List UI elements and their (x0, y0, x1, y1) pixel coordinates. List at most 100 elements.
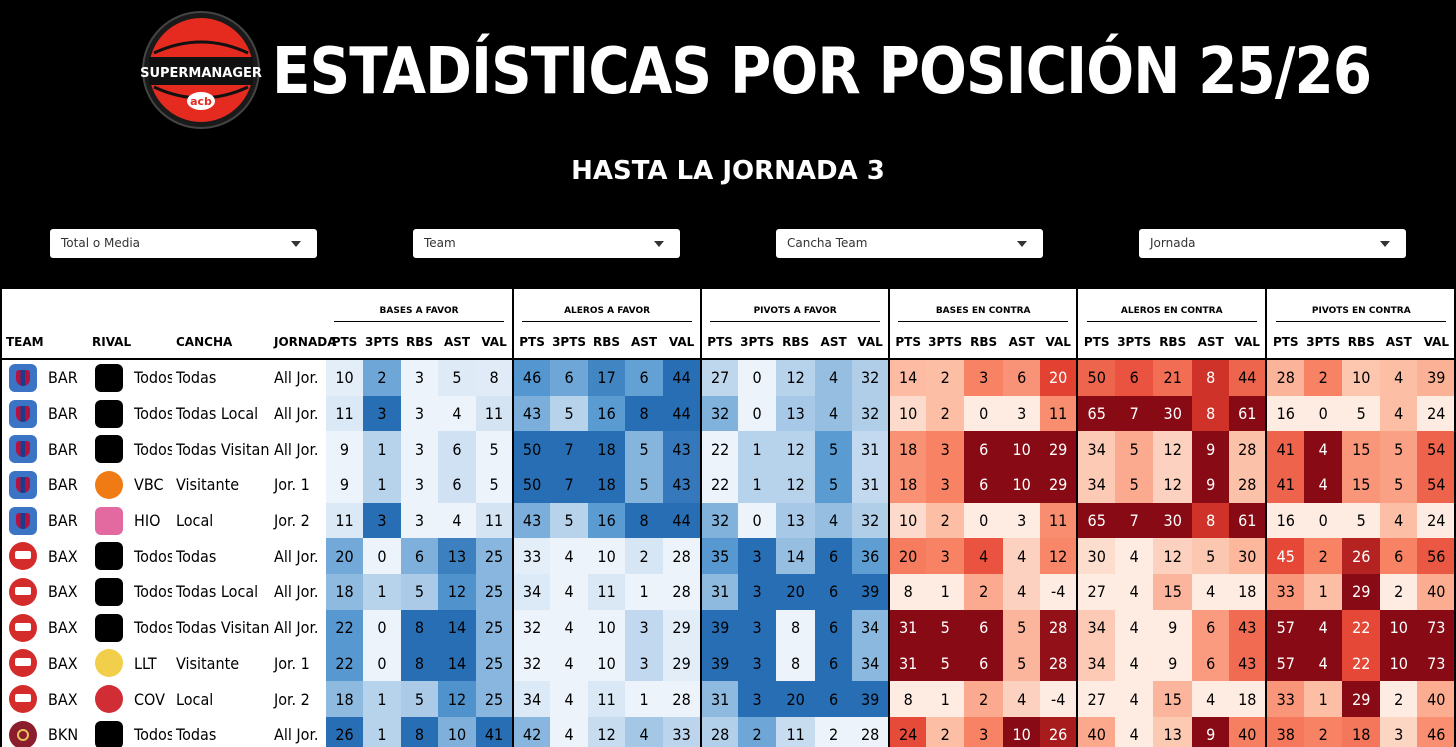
column-header-3pts[interactable]: 3PTS (738, 326, 777, 360)
stat-cell-rbs: 5 (1342, 395, 1381, 432)
stat-cell-3pts: 4 (1115, 574, 1154, 610)
column-header-3pts[interactable]: 3PTS (1304, 326, 1343, 360)
stat-cell-rbs: 0 (964, 502, 1004, 539)
column-header-pts[interactable]: PTS (1076, 326, 1116, 360)
column-header-cancha[interactable]: CANCHA (172, 326, 270, 360)
stat-cell-rbs: 11 (588, 681, 626, 717)
stat-cell-val: 5 (476, 467, 514, 503)
filter-jornada-dropdown[interactable]: Jornada (1139, 229, 1406, 258)
stat-cell-val: 28 (1040, 609, 1078, 646)
stat-cell-pts: 8 (888, 574, 927, 610)
stat-cell-ast: 8 (1192, 502, 1230, 539)
table-row[interactable]: BAR Todos Todas All Jor. 10 2 3 5 8 46 6 17 6 44 27 0 12… (2, 359, 1454, 396)
table-row[interactable]: BAX COV Local Jor. 2 18 1 5 12 25 34 4 11 1 28 31 3 20 6 3… (2, 681, 1454, 717)
rival-logo-cell (88, 396, 130, 432)
stat-cell-3pts: 2 (926, 395, 965, 432)
stat-cell-3pts: 3 (363, 395, 401, 432)
table-row[interactable]: BKN Todos Todas All Jor. 26 1 8 10 41 42 4 12 4 33 28 2… (2, 716, 1454, 747)
table-row[interactable]: BAX Todos Todas Local All Jor. 18 1 5 12 25 34 4 11… (2, 574, 1454, 610)
table-row[interactable]: BAX Todos Todas All Jor. 20 0 6 13 25 33 4 10 2 28 35 3… (2, 538, 1454, 575)
rival-logo-cell (88, 538, 130, 574)
column-header-ast[interactable]: AST (625, 326, 664, 360)
stat-cell-ast: 5 (1003, 645, 1041, 682)
stat-cell-rbs: 2 (964, 681, 1004, 717)
rival-code: Todos (134, 725, 172, 745)
column-header-val[interactable]: VAL (1417, 326, 1454, 360)
team-logo-bar-icon (9, 399, 37, 428)
table-row[interactable]: BAR Todos Todas Local All Jor. 11 3 3 4 11 43 5 16 8… (2, 395, 1454, 432)
column-header-rbs[interactable]: RBS (401, 326, 438, 360)
stat-cell-3pts: 6 (550, 359, 589, 396)
column-header-ast[interactable]: AST (1192, 326, 1230, 360)
column-header-3pts[interactable]: 3PTS (1115, 326, 1154, 360)
stat-cell-val: 40 (1229, 716, 1267, 747)
stat-cell-3pts: 4 (1115, 609, 1154, 646)
stat-cell-ast: 3 (1003, 502, 1041, 539)
column-header-pts[interactable]: PTS (700, 326, 739, 360)
stat-cell-3pts: 4 (550, 645, 589, 682)
column-header-team[interactable]: TEAM (2, 326, 88, 360)
stat-cell-pts: 34 (1076, 609, 1116, 646)
column-header-ast[interactable]: AST (815, 326, 853, 360)
column-header-val[interactable]: VAL (1229, 326, 1267, 360)
column-header-val[interactable]: VAL (476, 326, 514, 360)
column-header-3pts[interactable]: 3PTS (363, 326, 401, 360)
table-row[interactable]: BAX LLT Visitante Jor. 1 22 0 8 14 25 32 4 10 3 29 39 3… (2, 645, 1454, 682)
stat-cell-rbs: 8 (401, 609, 438, 646)
stat-cell-3pts: 3 (926, 538, 965, 575)
stat-cell-pts: 26 (326, 716, 363, 747)
stat-cell-ast: 3 (1380, 716, 1418, 747)
filter-cancha-dropdown[interactable]: Cancha Team (776, 229, 1043, 258)
stat-cell-rbs: 8 (776, 645, 816, 682)
stat-cell-rbs: 15 (1342, 431, 1381, 468)
column-header-pts[interactable]: PTS (888, 326, 927, 360)
column-header-rbs[interactable]: RBS (1153, 326, 1193, 360)
stat-cell-ast: 10 (1003, 716, 1041, 747)
column-header-pts[interactable]: PTS (1265, 326, 1305, 360)
column-header-ast[interactable]: AST (1003, 326, 1041, 360)
stat-cell-pts: 32 (700, 502, 739, 539)
stat-cell-pts: 31 (888, 609, 927, 646)
column-header-pts[interactable]: PTS (326, 326, 363, 360)
stat-cell-3pts: 4 (550, 681, 589, 717)
stat-cell-pts: 11 (326, 502, 363, 539)
column-header-rival[interactable]: RIVAL (88, 326, 172, 360)
stat-cell-pts: 20 (326, 538, 363, 575)
stat-cell-val: 30 (1229, 538, 1267, 575)
stats-table-container[interactable]: BASES A FAVOR ALEROS A FAVOR PIVOTS A FAVO… (2, 289, 1454, 747)
column-header-rbs[interactable]: RBS (588, 326, 626, 360)
column-header-ast[interactable]: AST (1380, 326, 1418, 360)
cancha-value: Local (176, 689, 214, 709)
stat-cell-3pts: 4 (550, 538, 589, 575)
column-header-val[interactable]: VAL (1040, 326, 1078, 360)
column-header-3pts[interactable]: 3PTS (550, 326, 589, 360)
group-header-blank (2, 289, 326, 326)
filter-team-dropdown[interactable]: Team (413, 229, 680, 258)
table-row[interactable]: BAR HIO Local Jor. 2 11 3 3 4 11 43 5 16 8 44 32 0 13 4 32… (2, 502, 1454, 539)
column-header-val[interactable]: VAL (663, 326, 702, 360)
column-header-3pts[interactable]: 3PTS (926, 326, 965, 360)
column-header-pts[interactable]: PTS (512, 326, 551, 360)
stat-cell-pts: 28 (1265, 359, 1305, 396)
team-code: BAX (48, 618, 78, 638)
filter-total-media-dropdown[interactable]: Total o Media (50, 229, 317, 258)
column-header-rbs[interactable]: RBS (776, 326, 816, 360)
table-row[interactable]: BAR VBC Visitante Jor. 1 9 1 3 6 5 50 7 18 5 43 22 1 12 5… (2, 467, 1454, 503)
stat-cell-3pts: 2 (926, 716, 965, 747)
stat-cell-rbs: 6 (964, 431, 1004, 468)
column-header-rbs[interactable]: RBS (1342, 326, 1381, 360)
stat-cell-val: 32 (852, 359, 890, 396)
stat-cell-pts: 32 (512, 645, 551, 682)
team-logo-cell (2, 359, 44, 396)
column-header-jornada[interactable]: JORNADA (270, 326, 336, 360)
team-logo-cell (2, 646, 44, 682)
column-header-rbs[interactable]: RBS (964, 326, 1004, 360)
stat-cell-val: 54 (1417, 431, 1454, 468)
column-header-ast[interactable]: AST (438, 326, 476, 360)
rival-logo-cell (88, 646, 130, 682)
stat-cell-pts: 50 (512, 467, 551, 503)
column-header-val[interactable]: VAL (852, 326, 890, 360)
stat-cell-rbs: 12 (776, 431, 816, 468)
